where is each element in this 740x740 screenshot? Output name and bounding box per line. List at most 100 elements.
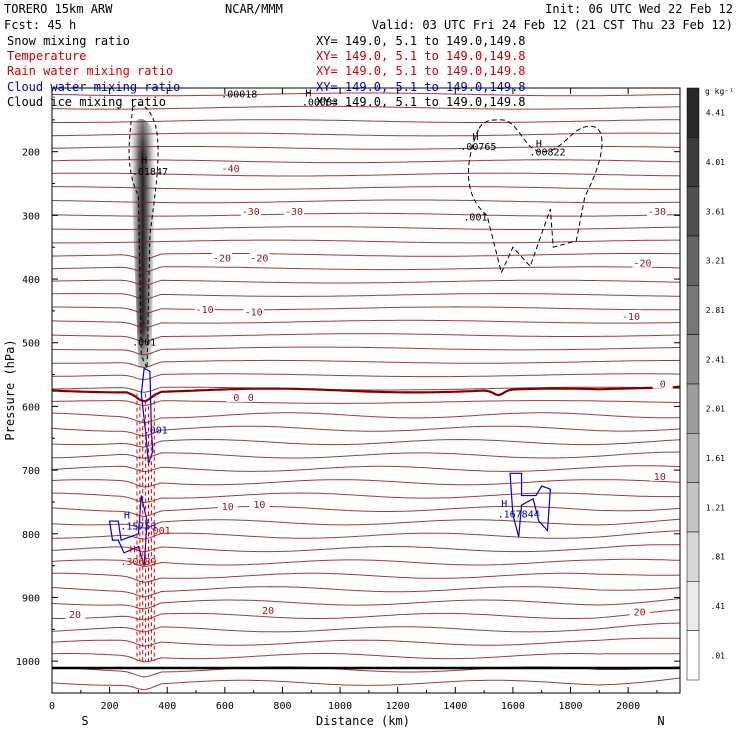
isotherm-line (52, 279, 680, 286)
isotherm-line (52, 346, 680, 356)
isotherm-label-bg (646, 204, 667, 216)
x-tick-label: 600 (216, 701, 234, 712)
y-tick-label: 900 (22, 593, 40, 604)
isotherm-label-bg (194, 302, 215, 314)
extrema-label: H (536, 139, 542, 150)
colorbar-tick-label: .41 (711, 602, 726, 611)
legend-cloudice-xy: XY= 149.0, 5.1 to 149.0,149.8 (316, 95, 526, 109)
isotherm-line (52, 92, 680, 97)
isotherm-label-bg (240, 390, 261, 402)
axes: 0 200 400 600 800 1000 1200 1400 1600 1800 2000200… (16, 88, 680, 712)
isotherm-label: -10 (245, 308, 263, 319)
isotherm-label: 10 (253, 500, 265, 511)
isotherm-label-bg (649, 469, 670, 481)
colorbar-swatch (686, 581, 700, 631)
isotherm-line (52, 159, 680, 164)
legend-rain-xy: XY= 149.0, 5.1 to 149.0,149.8 (316, 64, 526, 78)
isotherm-line (52, 572, 680, 583)
colorbar-swatch (686, 334, 700, 385)
isotherm-label-bg (621, 309, 642, 321)
isotherm-label: -20 (634, 258, 652, 269)
extrema-label: H (472, 132, 478, 143)
x-tick-label: 0 (49, 701, 55, 712)
x-tick-label: 1400 (443, 701, 467, 712)
legend-cloudice-label: Cloud ice mixing ratio (7, 95, 166, 109)
isotherm-label: 10 (654, 472, 666, 483)
isotherm-line (52, 400, 680, 407)
colorbar-swatch (686, 482, 700, 533)
isotherm-line (52, 505, 680, 518)
init-time: Init: 06 UTC Wed 22 Feb 12 (545, 2, 733, 16)
isotherm-line (52, 425, 680, 437)
isotherm-line (52, 544, 680, 553)
colorbar-tick-label: 2.01 (706, 405, 725, 414)
isotherm-line (52, 451, 680, 459)
colorbar-tick-label: 3.61 (706, 207, 725, 216)
isotherm-label: -20 (250, 253, 268, 264)
x-tick-label: 1200 (386, 701, 410, 712)
x-tick-label: 1800 (558, 701, 582, 712)
isotherm-label-bg (240, 204, 261, 216)
isotherm-line (52, 479, 680, 488)
isotherm-line (52, 492, 680, 504)
colorbar-tick-label: .01 (711, 651, 726, 660)
valid-time: Valid: 03 UTC Fri 24 Feb 12 (21 CST Thu … (372, 18, 733, 32)
isotherm-line (52, 412, 680, 424)
extrema-label: .001 (463, 213, 487, 224)
y-tick-label: 500 (22, 339, 40, 350)
model-title: TORERO 15km ARW (4, 2, 113, 16)
x-tick-label: 1600 (501, 701, 525, 712)
isotherm-line (52, 637, 680, 647)
isotherm-label: -30 (242, 207, 260, 218)
isotherm-line (52, 438, 680, 448)
y-tick-label: 600 (22, 402, 40, 413)
isotherm-line (52, 119, 680, 123)
colorbar-tick-label: 2.41 (706, 355, 725, 364)
isotherm-label-bg (652, 377, 673, 389)
isotherm-line (52, 518, 680, 529)
isotherm-line (52, 530, 680, 540)
isotherm-label: 0 (233, 393, 239, 404)
isotherm-line (52, 253, 680, 260)
isotherm-label: -40 (222, 164, 240, 175)
isotherm-label: 0 (660, 379, 666, 390)
zero-isotherm (52, 385, 680, 403)
isotherm-line (52, 306, 680, 315)
colorbar-swatch (686, 137, 700, 187)
isotherm-line (52, 558, 680, 568)
legend-temperature-label: Temperature (7, 49, 86, 63)
x-tick-label: 1000 (328, 701, 352, 712)
isotherm-line (52, 319, 680, 329)
isotherm-line (52, 609, 680, 621)
isotherm-label: -30 (285, 207, 303, 218)
isotherm-line (52, 293, 680, 300)
isotherm-line (52, 586, 680, 598)
colorbar-tick-label: 4.01 (706, 158, 725, 167)
isotherm-line (52, 653, 680, 663)
isotherm-line (52, 386, 680, 393)
isotherm-line (52, 622, 680, 633)
colorbar-unit: g kg⁻¹ (705, 87, 734, 96)
colorbar-swatch (686, 433, 700, 483)
y-axis-label: Pressure (hPa) (3, 339, 17, 440)
colorbar-swatch (686, 531, 700, 582)
isotherm-label: 20 (634, 607, 646, 618)
extrema-label: H (124, 511, 130, 522)
legend-temperature-xy: XY= 149.0, 5.1 to 149.0,149.8 (316, 49, 526, 63)
isotherm-label: -10 (622, 312, 640, 323)
isotherm-label-bg (629, 605, 650, 617)
center-label: NCAR/MMM (225, 2, 283, 16)
isotherm-label-bg (217, 499, 238, 511)
colorbar-swatch (686, 383, 700, 434)
y-tick-label: 1000 (16, 657, 40, 668)
isotherm-label-bg (226, 390, 247, 402)
header: TORERO 15km ARW NCAR/MMM Init: 06 UTC We… (4, 2, 733, 32)
colorbar-tick-label: 2.81 (706, 306, 725, 315)
snow-shading (126, 113, 162, 381)
extrema-label: .01847 (132, 167, 168, 178)
isotherm-line (52, 373, 680, 381)
extrema-label: .001 (144, 425, 168, 436)
x-tick-label: 800 (273, 701, 291, 712)
